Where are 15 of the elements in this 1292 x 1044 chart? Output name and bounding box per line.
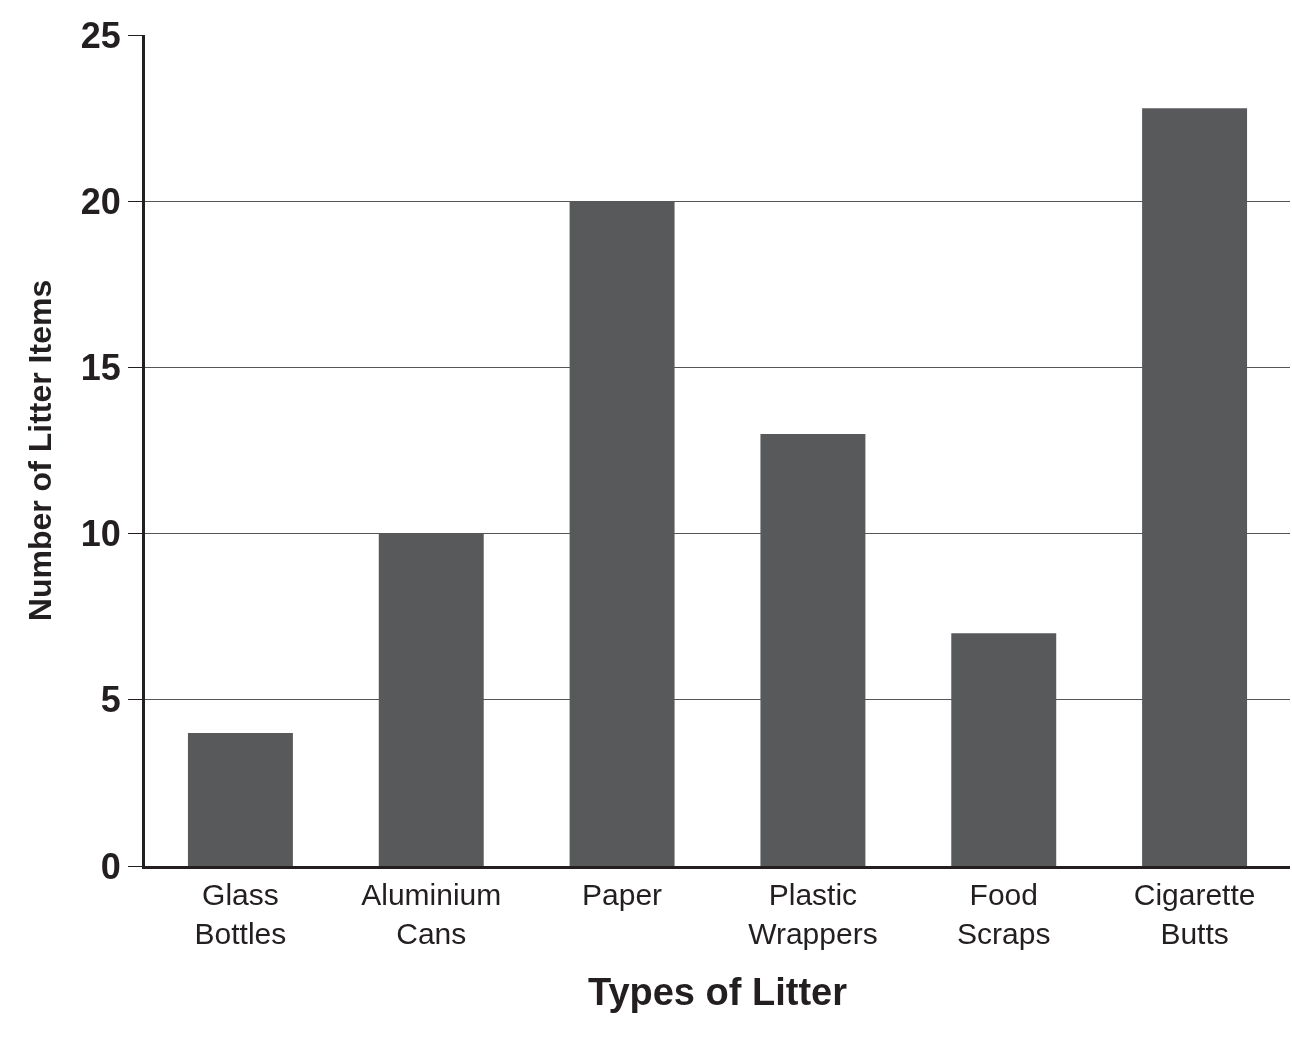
bar <box>187 733 293 866</box>
x-tick-label: Glass Bottles <box>194 878 287 950</box>
x-tick-label: Plastic Wrappers <box>748 878 878 950</box>
y-tick-label: 10 <box>80 513 121 555</box>
y-tick-label: 0 <box>100 845 121 887</box>
x-tick-label: Cigarette Butts <box>1133 878 1256 950</box>
x-tick-label: Aluminium Cans <box>361 878 502 950</box>
x-axis-title: Types of Litter <box>588 971 848 1014</box>
x-tick-label: Food Scraps <box>957 878 1051 950</box>
y-tick-label: 20 <box>80 180 121 222</box>
x-tick-label: Paper <box>582 878 663 911</box>
y-axis-title: Number of Litter Items <box>22 279 59 622</box>
y-tick-label: 15 <box>80 347 121 388</box>
y-tick-label: 5 <box>100 679 121 721</box>
y-tick-label: 25 <box>80 14 121 56</box>
